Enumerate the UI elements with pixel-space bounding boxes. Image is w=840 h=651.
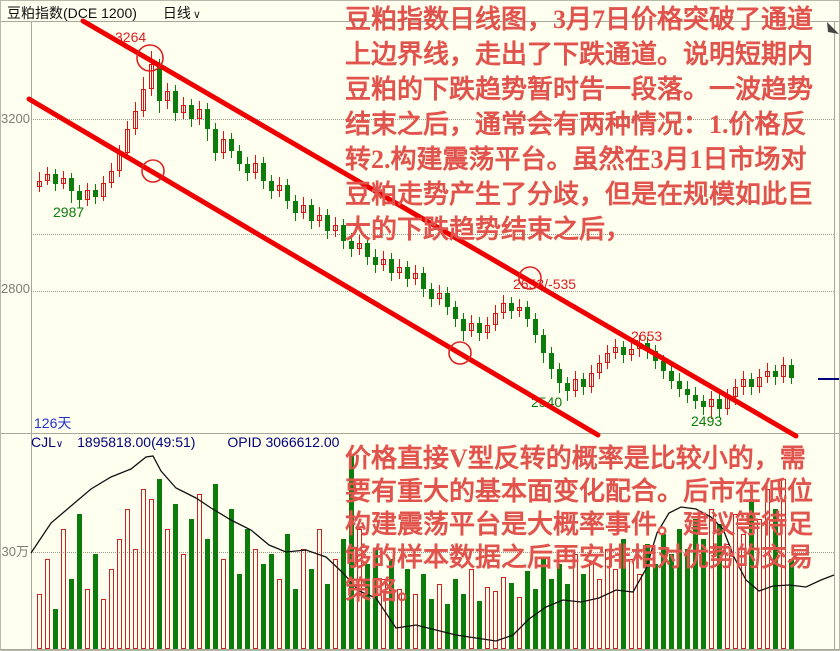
annotation-line: 价格直接V型反转的概率是比较小的，需 <box>345 444 806 473</box>
volume-bar <box>333 559 338 649</box>
volume-bar <box>269 554 274 649</box>
annotation-line: 构建震荡平台是大概率事件。建议等待足 <box>345 510 814 539</box>
volume-bar <box>317 529 322 649</box>
volume-bar <box>93 554 98 649</box>
volume-bar <box>173 504 178 649</box>
annotation-line: 豆粕指数日线图，3月7日价格突破了通道 <box>345 5 814 34</box>
annotation-line: 大的下跌趋势结束之后， <box>345 215 632 244</box>
volume-bar <box>45 559 50 649</box>
price-tag: 2987 <box>53 204 85 220</box>
annotation-line: 结束之后，通常会有两种情况：1.价格反 <box>345 110 807 139</box>
volume-bar <box>245 529 250 649</box>
volume-bar <box>61 529 66 649</box>
volume-bar <box>133 549 138 649</box>
volume-bar <box>149 499 154 649</box>
chevron-down-icon[interactable]: ∨ <box>55 439 64 450</box>
cjl-value: 1895818.00(49:51) <box>77 434 196 450</box>
title-bar: 豆粕指数(DCE 1200) 日线 ∨ <box>7 3 201 23</box>
volume-bar <box>197 494 202 649</box>
volume-bar <box>85 589 90 649</box>
volume-bar <box>325 584 330 649</box>
bottom-axis-line <box>1 649 839 650</box>
volume-bar <box>293 589 298 649</box>
annotation-line: 要有重大的基本面变化配合。后市在低位 <box>345 477 814 506</box>
volume-bar <box>237 574 242 649</box>
period-selector[interactable]: 日线 <box>162 5 191 21</box>
volume-axis-label: 30万 <box>1 544 29 559</box>
right-axis-line <box>834 21 835 650</box>
volume-bar <box>141 489 146 649</box>
volume-bar <box>445 604 450 649</box>
volume-bar <box>309 569 314 649</box>
price-tag: 2653/-535 <box>513 276 577 292</box>
volume-bar <box>125 509 130 649</box>
visible-days-label: 126天 <box>34 415 72 431</box>
price-tag: 2493 <box>691 413 723 429</box>
annotation-line: 转2.构建震荡平台。虽然在3月1日市场对 <box>345 145 807 174</box>
price-tag: 2540 <box>531 394 563 410</box>
volume-bar <box>253 549 258 649</box>
volume-bar <box>277 579 282 649</box>
volume-bar <box>37 594 42 649</box>
volume-bar <box>53 609 58 649</box>
annotation-bottom: 价格直接V型反转的概率是比较小的，需 要有重大的基本面变化配合。后市在低位 构建震荡… <box>345 442 813 607</box>
volume-bar <box>117 539 122 649</box>
volume-bar <box>181 554 186 649</box>
volume-bar <box>285 534 290 649</box>
volume-bar <box>301 549 306 649</box>
volume-bar <box>77 514 82 649</box>
price-tag: 2653 <box>631 328 663 344</box>
opid-value: OPID 3066612.00 <box>227 434 340 450</box>
price-axis-label: 2800 <box>1 281 30 296</box>
volume-bar <box>221 559 226 649</box>
volume-bar <box>157 479 162 649</box>
volume-bar <box>101 599 106 649</box>
volume-bar <box>205 539 210 649</box>
price-axis-label: 3200 <box>1 111 30 126</box>
chevron-down-icon[interactable]: ∨ <box>192 9 201 21</box>
volume-bar <box>261 564 266 649</box>
indicator-header: CJL∨ 1895818.00(49:51) OPID 3066612.00 <box>31 434 339 450</box>
volume-bar <box>165 529 170 649</box>
instrument-title: 豆粕指数(DCE 1200) <box>7 5 137 21</box>
price-tag: 3264 <box>115 29 147 45</box>
annotation-line: 豆粕的下跌趋势暂时告一段落。一波趋势 <box>345 75 814 104</box>
indicator-name[interactable]: CJL <box>31 434 56 450</box>
volume-bar <box>189 519 194 649</box>
volume-bar <box>477 601 482 649</box>
volume-bar <box>229 509 234 649</box>
annotation-line: 够的样本数据之后再安排相对优势的交易 <box>345 543 814 572</box>
volume-bar <box>109 569 114 649</box>
volume-bar <box>69 579 74 649</box>
volume-bar <box>213 484 218 649</box>
annotation-line: 上边界线，走出了下跌通道。说明短期内 <box>345 40 814 69</box>
annotation-line: 豆粕走势产生了分歧，但是在规模如此巨 <box>345 180 814 209</box>
annotation-line: 策略。 <box>345 576 424 605</box>
annotation-top: 豆粕指数日线图，3月7日价格突破了通道 上边界线，走出了下跌通道。说明短期内 豆粕的… <box>345 2 813 247</box>
